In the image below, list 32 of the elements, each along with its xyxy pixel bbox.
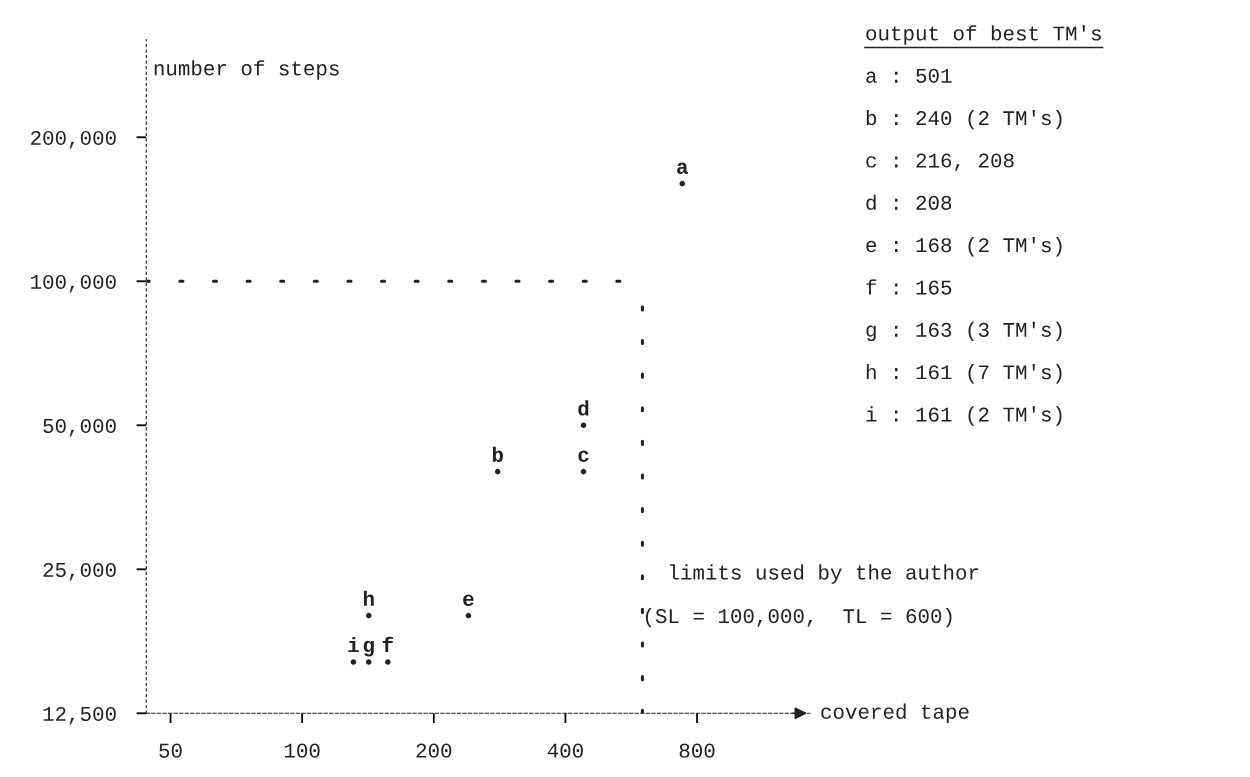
y-tick-label: 25,000 [43,562,116,581]
y-axis-title: number of steps [154,60,339,80]
x-tick-label: 800 [679,743,715,758]
annotation: limits used by the author (SL = 100,000, TL = 600) [645,564,979,628]
x-axis-title: covered tape [821,703,969,723]
y-tick-label: 100,000 [31,274,116,293]
text: e : 168 (2 TM's) [866,236,1062,257]
series-label: e [463,594,474,606]
text: g : 163 (3 TM's) [866,321,1062,342]
y-tick-label: 200,000 [31,130,116,149]
x-tick-label: 400 [547,743,583,758]
series-label: a [677,162,688,174]
x-tick-label: 200 [416,743,452,758]
y-tick-label: 50,000 [43,418,116,437]
text: b : 240 (2 TM's) [866,109,1062,130]
text: a : 501 [866,68,952,83]
legend-title: output of best TM's [866,25,1101,45]
x-tick-label: 100 [284,743,320,758]
series-label: i [348,637,359,653]
series-label: f [382,636,393,653]
y-tick-label: 12,500 [43,706,116,725]
text: i : 161 (2 TM's) [866,406,1062,426]
series-label: h [363,590,374,606]
text: c : 216, 208 [866,153,1014,172]
text: d : 208 [866,194,952,210]
text: f : 165 [866,279,952,295]
x-tick-label: 50 [159,743,182,758]
series-label: d [578,400,589,416]
series-label: c [578,450,589,462]
series-label: b [492,446,503,462]
series-label: g [363,640,374,657]
text: h : 161 (7 TM's) [866,364,1062,384]
